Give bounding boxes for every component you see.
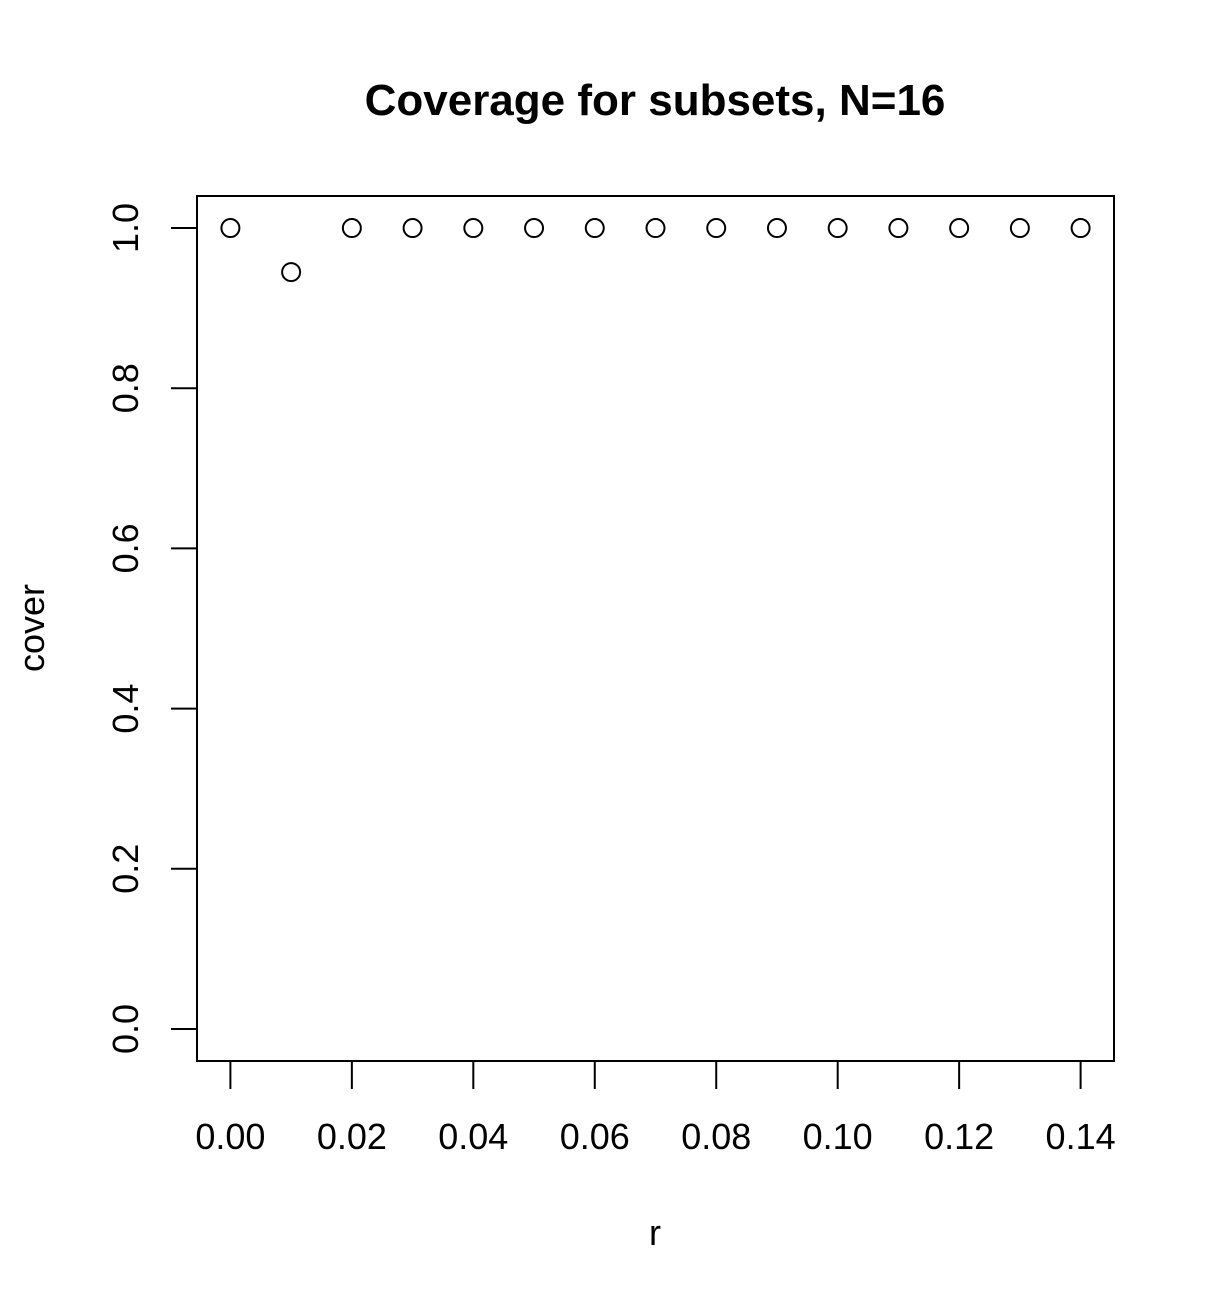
data-point: [888, 218, 909, 239]
data-point: [341, 218, 362, 239]
data-point: [281, 262, 302, 283]
data-point: [463, 218, 484, 239]
data-points: [220, 218, 1091, 283]
x-tick-label: 0.06: [560, 1116, 630, 1157]
data-point: [706, 218, 727, 239]
x-tick-label: 0.08: [681, 1116, 751, 1157]
y-tick-label: 1.0: [105, 203, 146, 253]
x-axis-label: r: [649, 1212, 661, 1253]
x-tick-label: 0.04: [438, 1116, 508, 1157]
x-tick-label: 0.10: [803, 1116, 873, 1157]
data-point: [827, 218, 848, 239]
data-point: [584, 218, 605, 239]
data-point: [949, 218, 970, 239]
data-point: [220, 218, 241, 239]
x-tick-label: 0.14: [1046, 1116, 1116, 1157]
y-axis: 0.0 0.2 0.4 0.6 0.8 1.0: [105, 203, 198, 1054]
x-axis: 0.00 0.02 0.04 0.06 0.08 0.10 0.12 0.14: [195, 1060, 1116, 1157]
y-tick-label: 0.4: [105, 684, 146, 734]
data-point: [645, 218, 666, 239]
data-point: [1009, 218, 1030, 239]
x-tick-label: 0.00: [195, 1116, 265, 1157]
x-tick-label: 0.02: [317, 1116, 387, 1157]
y-tick-label: 0.8: [105, 363, 146, 413]
x-tick-label: 0.12: [924, 1116, 994, 1157]
data-point: [1070, 218, 1091, 239]
y-axis-label: cover: [11, 584, 52, 672]
data-point: [766, 218, 787, 239]
y-tick-label: 0.6: [105, 523, 146, 573]
y-tick-label: 0.2: [105, 844, 146, 894]
data-point: [402, 218, 423, 239]
chart-title: Coverage for subsets, N=16: [365, 76, 946, 125]
data-point: [524, 218, 545, 239]
y-tick-label: 0.0: [105, 1004, 146, 1054]
